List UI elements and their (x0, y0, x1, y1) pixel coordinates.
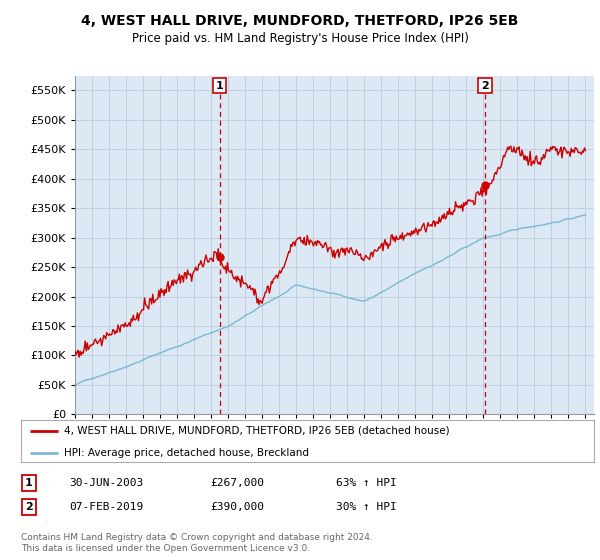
Text: 4, WEST HALL DRIVE, MUNDFORD, THETFORD, IP26 5EB (detached house): 4, WEST HALL DRIVE, MUNDFORD, THETFORD, … (64, 426, 449, 436)
Text: £390,000: £390,000 (210, 502, 264, 512)
Text: 30% ↑ HPI: 30% ↑ HPI (336, 502, 397, 512)
Text: 07-FEB-2019: 07-FEB-2019 (69, 502, 143, 512)
Text: 63% ↑ HPI: 63% ↑ HPI (336, 478, 397, 488)
Text: 2: 2 (25, 502, 32, 512)
Text: £267,000: £267,000 (210, 478, 264, 488)
Text: 1: 1 (216, 81, 224, 91)
Text: 30-JUN-2003: 30-JUN-2003 (69, 478, 143, 488)
Text: 1: 1 (25, 478, 32, 488)
Text: Contains HM Land Registry data © Crown copyright and database right 2024.
This d: Contains HM Land Registry data © Crown c… (21, 533, 373, 553)
Text: 4, WEST HALL DRIVE, MUNDFORD, THETFORD, IP26 5EB: 4, WEST HALL DRIVE, MUNDFORD, THETFORD, … (82, 14, 518, 28)
Text: Price paid vs. HM Land Registry's House Price Index (HPI): Price paid vs. HM Land Registry's House … (131, 32, 469, 45)
Text: 2: 2 (481, 81, 489, 91)
Text: HPI: Average price, detached house, Breckland: HPI: Average price, detached house, Brec… (64, 448, 309, 458)
